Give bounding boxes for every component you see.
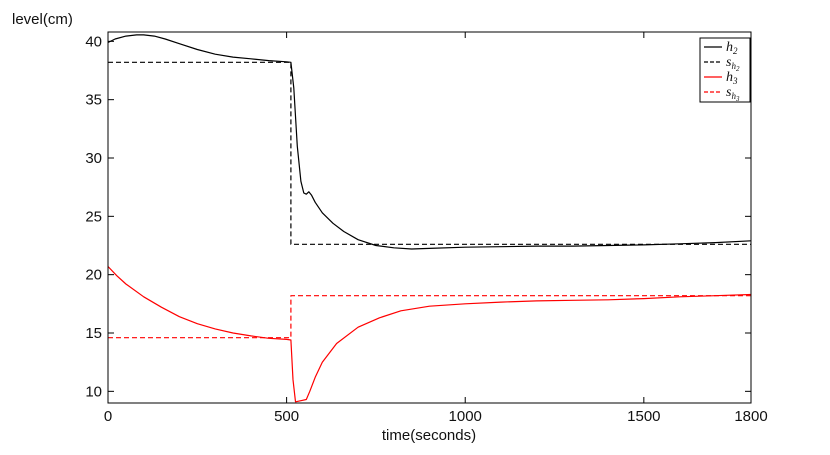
legend-box	[699, 37, 751, 103]
x-axis-label: time(seconds)	[382, 427, 476, 444]
x-tick-label: 0	[104, 408, 112, 425]
x-tick-label: 500	[274, 408, 299, 425]
x-tick-label: 1800	[734, 408, 767, 425]
y-tick-label: 10	[85, 383, 102, 400]
y-axis-label: level(cm)	[12, 11, 73, 28]
legend-entry-label: h2	[726, 40, 738, 56]
series-line-h2	[107, 34, 752, 250]
series-line-s-h2	[108, 61, 751, 245]
series-line-h3	[107, 266, 752, 403]
y-tick-label: 35	[85, 92, 102, 109]
y-tick-label: 20	[85, 267, 102, 284]
series-layer	[107, 34, 752, 403]
legend-entry-label: h3	[726, 70, 738, 86]
axes-layer: 0 500 1000 1500 1800 10 15 20 25 30 35 40	[85, 31, 768, 425]
plot-area	[108, 32, 751, 403]
y-tick-label: 15	[85, 325, 102, 342]
x-tick-label: 1000	[449, 408, 482, 425]
legend-entry-label: sh3	[726, 85, 740, 103]
y-tick-label: 30	[85, 150, 102, 167]
legend-entry-label: sh2	[726, 55, 740, 73]
y-tick-label: 25	[85, 208, 102, 225]
axes-frame	[107, 31, 752, 404]
x-tick-label: 1500	[627, 408, 660, 425]
y-tick-label: 40	[85, 33, 102, 50]
series-line-s-h3	[108, 295, 751, 339]
